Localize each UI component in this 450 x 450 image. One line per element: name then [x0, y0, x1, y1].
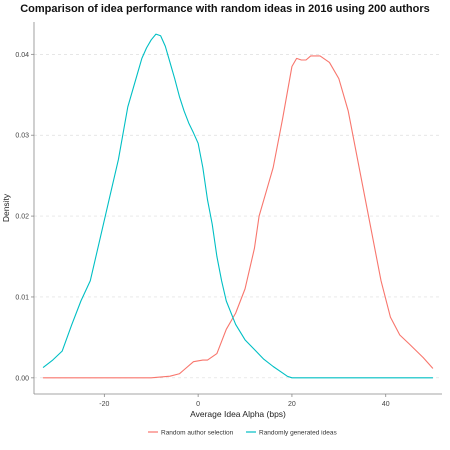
x-axis-title: Average Idea Alpha (bps) [190, 409, 286, 419]
y-tick-label: 0.01 [15, 294, 29, 301]
legend: Random author selection Randomly generate… [148, 429, 337, 436]
series-line-random-author-selection [42, 55, 434, 379]
y-tick-label: 0.04 [15, 52, 29, 59]
legend-label: Random author selection [161, 429, 234, 436]
y-tick-label: 0.00 [15, 375, 29, 382]
series-line-randomly-generated-ideas [42, 33, 434, 379]
x-ticks: -20 0 20 40 [99, 394, 390, 408]
series-lines [42, 33, 434, 379]
x-tick-label: 20 [288, 401, 296, 408]
chart-title: Comparison of idea performance with rand… [20, 3, 430, 15]
legend-label: Randomly generated ideas [259, 429, 337, 436]
y-axis-title: Density [1, 193, 11, 222]
y-ticks: 0.00 0.01 0.02 0.03 0.04 [15, 52, 34, 382]
x-tick-label: 0 [196, 401, 200, 408]
x-tick-label: 40 [382, 401, 390, 408]
axes [33, 22, 442, 395]
x-tick-label: -20 [99, 401, 109, 408]
y-tick-label: 0.03 [15, 133, 29, 140]
y-tick-label: 0.02 [15, 214, 29, 221]
